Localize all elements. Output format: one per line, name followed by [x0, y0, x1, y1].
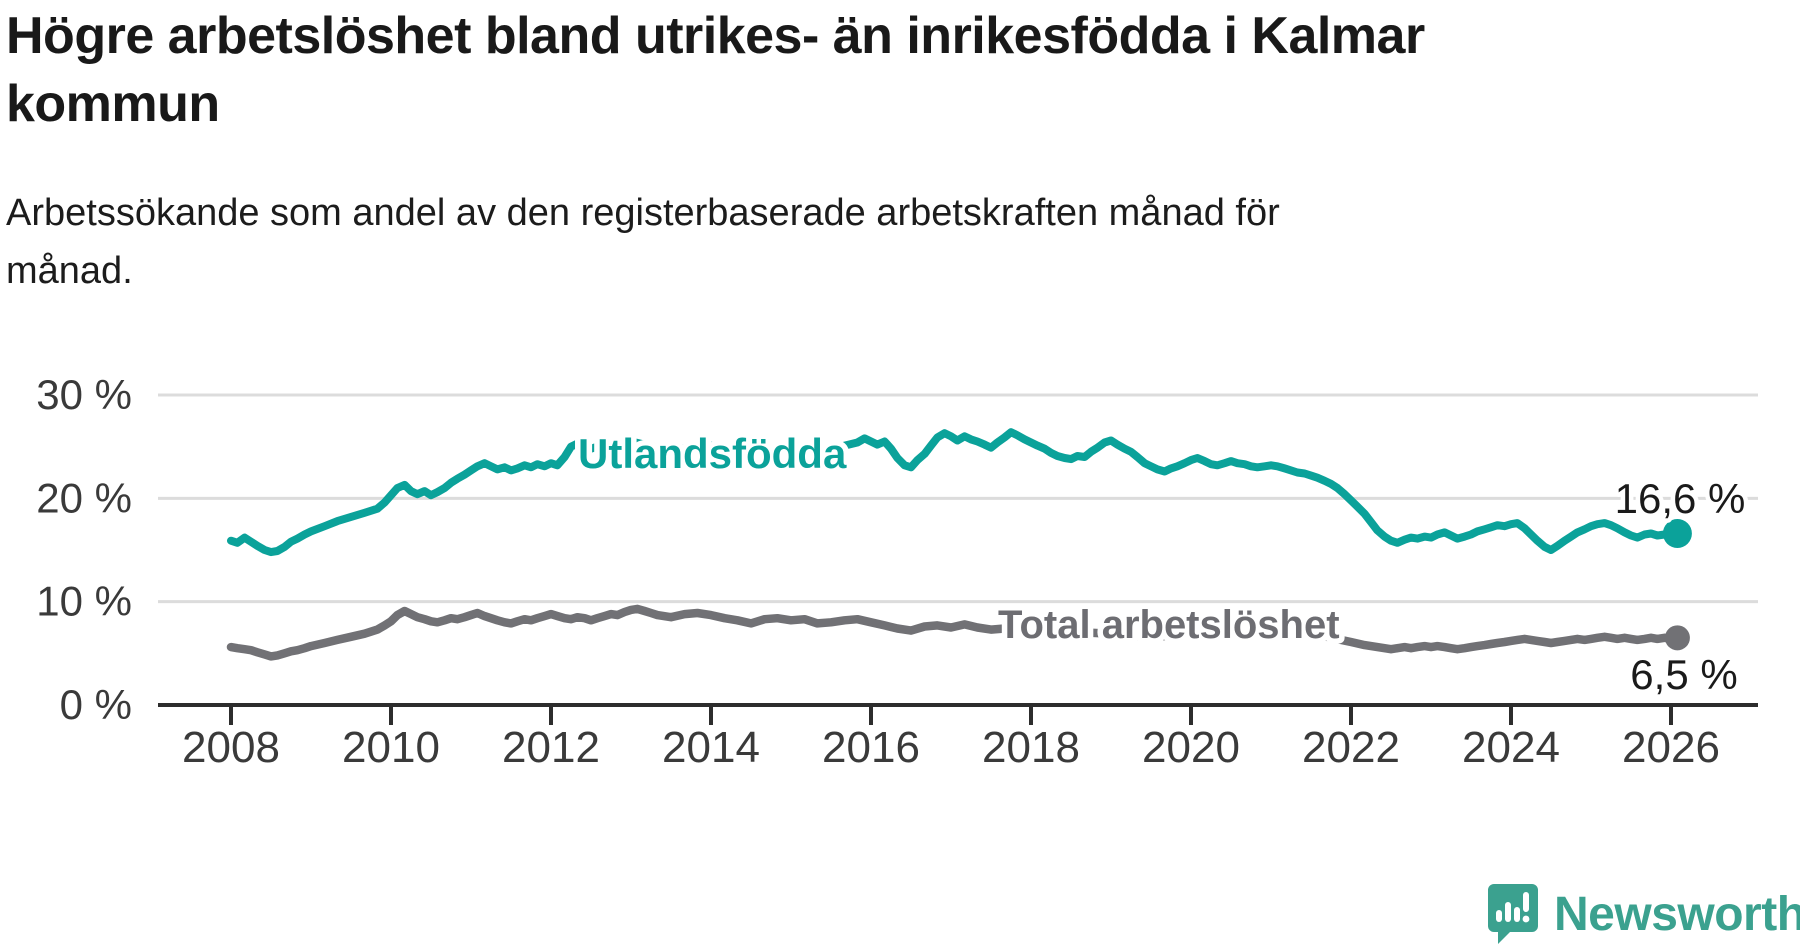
- page-subtitle: Arbetssökande som andel av den registerb…: [6, 192, 1280, 292]
- x-tick-label: 2026: [1622, 723, 1720, 772]
- series-label-total: Total arbetslöshet: [998, 603, 1340, 647]
- x-tick-label: 2012: [502, 723, 600, 772]
- newsworthy-logo-text: Newsworthy: [1554, 887, 1800, 941]
- newsworthy-logo: Newsworthy: [1486, 882, 1800, 946]
- x-tick-label: 2008: [182, 723, 280, 772]
- x-tick-label: 2016: [822, 723, 920, 772]
- x-tick-label: 2020: [1142, 723, 1240, 772]
- x-tick-label: 2022: [1302, 723, 1400, 772]
- y-tick-label: 30 %: [36, 371, 132, 418]
- logo-bars-glyph: [1496, 892, 1530, 923]
- y-tick-label: 20 %: [36, 474, 132, 521]
- x-tick-label: 2014: [662, 723, 760, 772]
- page-title: Högre arbetslöshet bland utrikes- än inr…: [6, 7, 1425, 133]
- series-label-utlandsfodda: Utlandsfödda: [578, 430, 847, 477]
- newsworthy-logo-icon: [1488, 884, 1538, 944]
- y-tick-label: 0 %: [60, 681, 132, 728]
- series-end-value-label: 6,5 %: [1630, 651, 1737, 698]
- series-end-value-label: 16,6 %: [1615, 475, 1746, 522]
- x-tick-label: 2010: [342, 723, 440, 772]
- series-end-dot: [1664, 625, 1690, 651]
- speech-bubble-shape: [1488, 884, 1538, 944]
- series-end-dot: [1662, 518, 1692, 548]
- x-tick-label: 2024: [1462, 723, 1560, 772]
- x-tick-label: 2018: [982, 723, 1080, 772]
- series-line-utlandsfodda: [227, 428, 1682, 557]
- y-tick-label: 10 %: [36, 578, 132, 625]
- series-line-total: [226, 604, 1682, 661]
